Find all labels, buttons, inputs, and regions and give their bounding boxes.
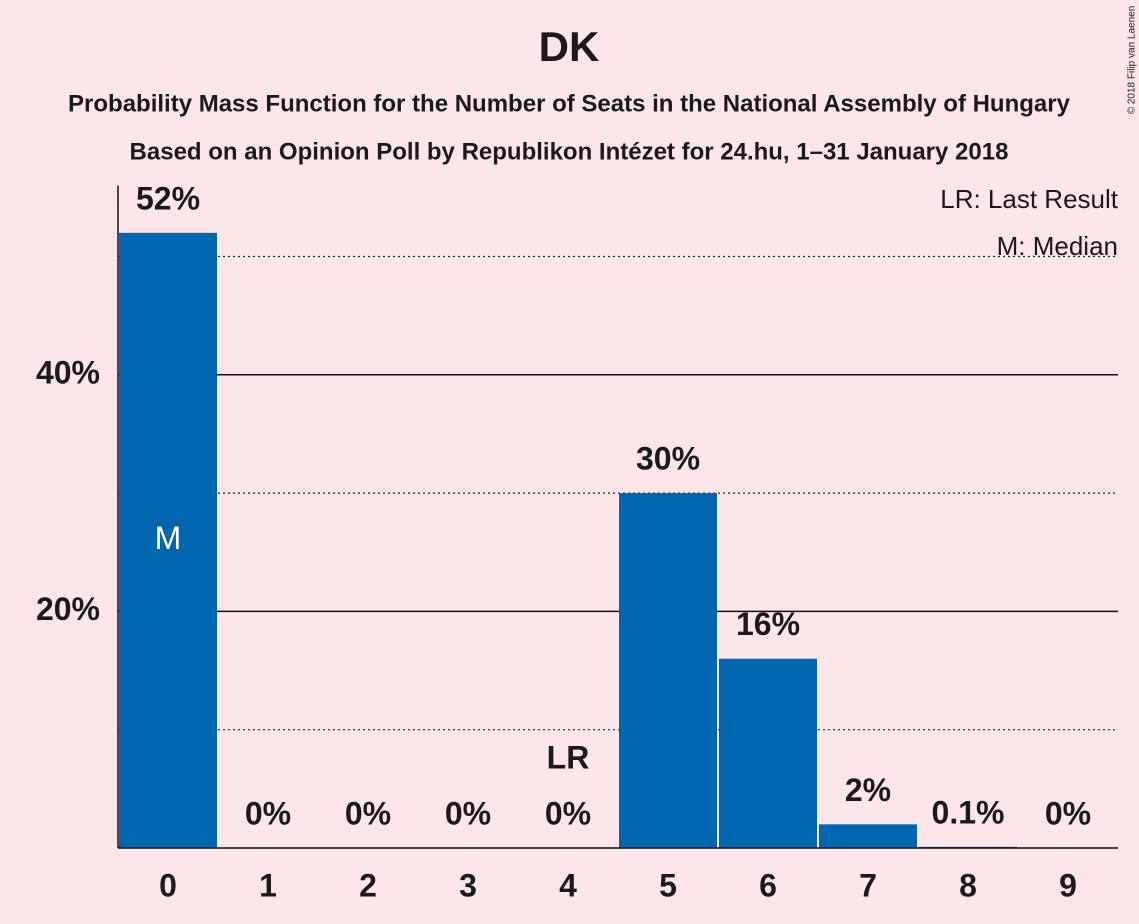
bar [119, 232, 217, 849]
value-label: 2% [845, 772, 891, 808]
annotation: M [155, 520, 182, 556]
copyright: © 2018 Filip van Laenen [1127, 6, 1138, 115]
chart-title: DK [539, 23, 600, 70]
x-tick-label: 1 [259, 867, 277, 903]
x-tick-label: 5 [659, 867, 677, 903]
value-label: 0.1% [932, 794, 1005, 830]
value-label: 0% [345, 795, 391, 831]
value-label: 0% [445, 795, 491, 831]
chart-subtitle: Probability Mass Function for the Number… [68, 90, 1071, 117]
bar [819, 824, 917, 848]
y-tick-label: 20% [36, 591, 100, 627]
value-label: 0% [245, 795, 291, 831]
legend-entry: M: Median [997, 231, 1118, 261]
x-tick-label: 4 [559, 867, 577, 903]
x-tick-label: 9 [1059, 867, 1077, 903]
x-tick-label: 2 [359, 867, 377, 903]
value-label: 30% [636, 441, 700, 477]
y-tick-label: 40% [36, 354, 100, 390]
annotation: LR [547, 739, 590, 775]
x-tick-label: 8 [959, 867, 977, 903]
value-label: 0% [545, 795, 591, 831]
bar [619, 493, 717, 848]
x-tick-label: 6 [759, 867, 777, 903]
x-tick-label: 7 [859, 867, 877, 903]
value-label: 0% [1045, 795, 1091, 831]
chart-subtitle: Based on an Opinion Poll by Republikon I… [130, 138, 1009, 165]
value-label: 52% [136, 180, 200, 216]
x-tick-label: 0 [159, 867, 177, 903]
x-tick-label: 3 [459, 867, 477, 903]
legend-entry: LR: Last Result [940, 184, 1119, 214]
bar [719, 658, 817, 848]
value-label: 16% [736, 606, 800, 642]
